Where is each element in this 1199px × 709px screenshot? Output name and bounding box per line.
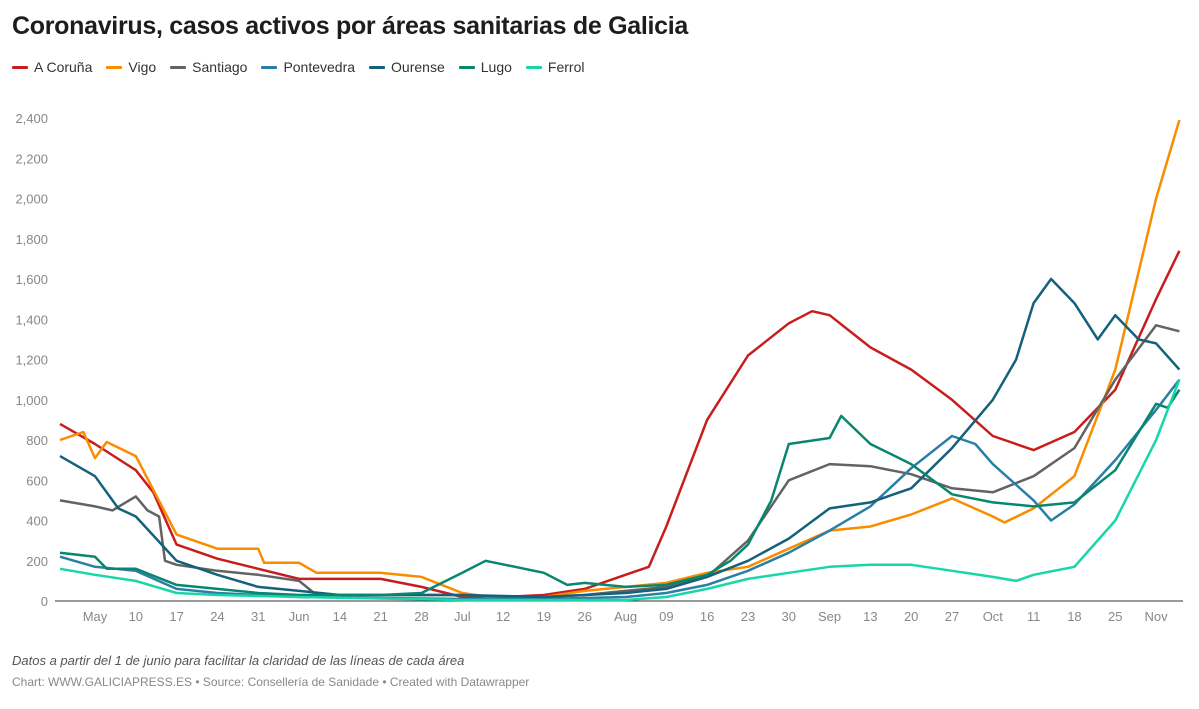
y-tick-label: 2,400 — [15, 111, 48, 126]
x-tick-label: 10 — [129, 609, 143, 624]
x-tick-label: 17 — [169, 609, 183, 624]
legend-item: Ferrol — [525, 59, 585, 75]
x-tick-label: Sep — [818, 609, 841, 624]
x-tick-label: Nov — [1144, 609, 1168, 624]
x-tick-label: 13 — [863, 609, 877, 624]
x-tick-label: 26 — [577, 609, 591, 624]
x-tick-label: Jul — [454, 609, 471, 624]
y-tick-label: 600 — [26, 473, 48, 488]
x-tick-label: 27 — [945, 609, 959, 624]
legend-swatch — [369, 65, 386, 69]
series-line-lugo — [59, 389, 1181, 597]
x-tick-label: 21 — [373, 609, 387, 624]
chart-credit: Chart: WWW.GALICIAPRESS.ES • Source: Con… — [12, 675, 530, 689]
legend-label: Vigo — [128, 59, 157, 75]
x-tick-label: 16 — [700, 609, 714, 624]
legend-item: Ourense — [369, 59, 445, 75]
legend-swatch — [106, 65, 123, 69]
y-tick-label: 1,200 — [15, 353, 48, 368]
y-tick-label: 1,400 — [15, 312, 48, 327]
y-tick-label: 200 — [26, 554, 48, 569]
legend-label: Pontevedra — [283, 59, 356, 75]
y-tick-label: 1,000 — [15, 393, 48, 408]
x-tick-label: Jun — [289, 609, 310, 624]
legend-item: A Coruña — [12, 59, 92, 75]
legend-label: Ourense — [391, 59, 445, 75]
y-tick-label: 1,800 — [15, 232, 48, 247]
series-line-ferrol — [59, 379, 1181, 602]
x-tick-label: Oct — [983, 609, 1004, 624]
x-tick-label: Aug — [614, 609, 637, 624]
x-tick-label: 30 — [782, 609, 796, 624]
x-tick-label: 23 — [741, 609, 755, 624]
chart-title: Coronavirus, casos activos por áreas san… — [12, 12, 688, 40]
legend-item: Pontevedra — [261, 59, 355, 75]
legend-swatch — [458, 65, 475, 69]
chart-note: Datos a partir del 1 de junio para facil… — [12, 653, 465, 668]
legend-item: Santiago — [170, 59, 247, 75]
series-line-ourense — [59, 277, 1181, 599]
x-tick-label: May — [83, 609, 108, 624]
y-tick-label: 2,200 — [15, 151, 48, 166]
y-tick-label: 2,000 — [15, 192, 48, 207]
x-tick-label: 09 — [659, 609, 673, 624]
legend-swatch — [170, 65, 187, 69]
y-tick-label: 400 — [26, 514, 48, 529]
legend-item: Lugo — [458, 59, 512, 75]
series-line-vigo — [59, 119, 1181, 601]
x-tick-label: 24 — [210, 609, 224, 624]
x-tick-label: 18 — [1067, 609, 1081, 624]
x-tick-label: 28 — [414, 609, 428, 624]
series-line-a-coru-a — [59, 250, 1181, 599]
legend: A Coruña Vigo Santiago Pontevedra Ourense Lug… — [12, 59, 584, 75]
legend-item: Vigo — [106, 59, 156, 75]
series-line-pontevedra — [59, 378, 1181, 601]
x-tick-label: 31 — [251, 609, 265, 624]
legend-label: Santiago — [192, 59, 248, 75]
legend-label: Ferrol — [547, 59, 585, 75]
y-tick-label: 800 — [26, 433, 48, 448]
x-tick-label: 11 — [1027, 609, 1041, 624]
x-tick-label: 12 — [496, 609, 510, 624]
legend-label: A Coruña — [34, 59, 93, 75]
y-tick-label: 1,600 — [15, 272, 48, 287]
legend-swatch — [525, 65, 542, 69]
x-tick-label: 19 — [537, 609, 551, 624]
x-tick-label: 25 — [1108, 609, 1122, 624]
y-tick-label: 0 — [41, 594, 48, 609]
x-tick-label: 20 — [904, 609, 918, 624]
legend-swatch — [12, 65, 28, 69]
legend-label: Lugo — [480, 59, 512, 75]
legend-swatch — [261, 65, 278, 69]
x-tick-label: 14 — [333, 609, 347, 624]
